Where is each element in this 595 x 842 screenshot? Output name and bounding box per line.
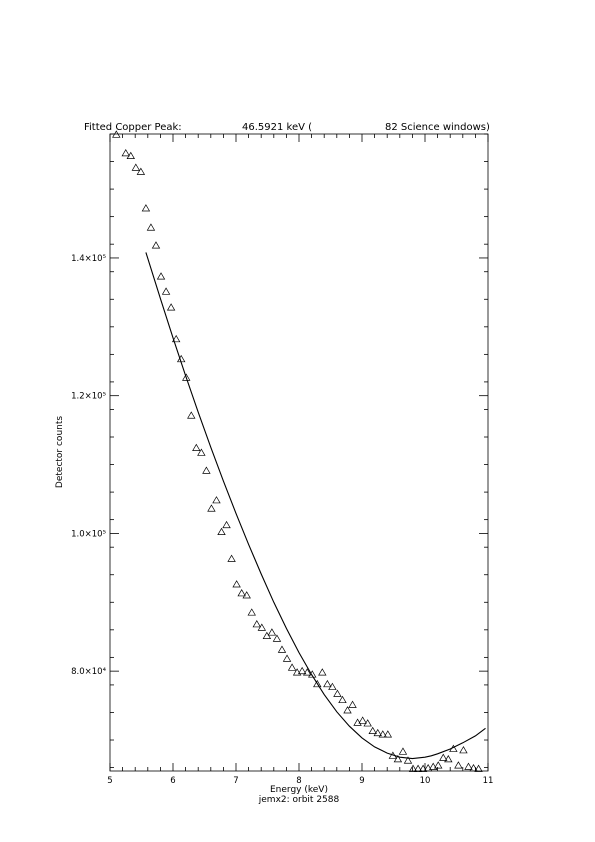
data-point [393,754,403,763]
data-point [282,654,292,662]
data-point [434,761,443,769]
chart-title-windows: 82 Science windows) [385,122,490,133]
data-point [242,591,251,599]
data-point [297,666,307,675]
data-point [323,679,332,688]
data-point [328,682,337,690]
data-point [343,706,352,714]
data-point [247,608,256,616]
data-point [272,634,282,642]
data-point [136,167,146,175]
y-tick-label: 1.4×10⁵ [71,254,106,264]
data-point [112,130,121,138]
x-tick-label: 7 [233,776,238,786]
data-point [459,746,468,754]
data-point [378,730,387,738]
data-point [207,504,216,512]
data-point [418,764,428,772]
data-point [444,754,453,763]
data-point [126,151,135,159]
data-point [146,223,156,231]
data-point [302,668,312,676]
x-tick-label: 10 [420,776,431,786]
data-point [428,762,438,770]
axis-ticks: 5 6 7 8 9 10 11 8.0×10⁴ 1.0×10⁵ 1.2×10⁵ 1.4×10⁵ [71,133,494,786]
data-point [232,580,241,588]
x-tick-label: 8 [296,776,301,786]
data-point [423,763,433,772]
data-point [348,700,357,708]
data-point [267,628,277,636]
data-point [187,411,196,419]
data-point [398,747,408,755]
data-point [197,448,206,456]
data-point [161,287,171,295]
data-point [222,520,231,529]
data-point [292,668,302,676]
data-point [413,764,423,772]
data-point [464,762,473,770]
data-point [373,728,382,737]
data-point [252,620,261,628]
chart-title-value: 46.5921 keV ( [242,122,312,133]
y-tick-label: 8.0×10⁴ [71,667,106,677]
data-point [474,764,483,772]
data-point [141,204,151,212]
data-point [333,689,342,697]
x-tick-label: 5 [107,776,112,786]
data-point [287,663,297,671]
chart-title-label: Fitted Copper Peak: [84,122,182,133]
data-point [313,679,322,688]
x-tick-label: 6 [170,776,175,786]
y-axis-label: Detector counts [55,416,65,488]
data-point [469,763,478,772]
data-point [227,554,236,562]
data-point [202,466,211,474]
data-point [166,303,176,311]
data-point [363,719,372,727]
data-point [121,148,130,157]
data-point [368,726,377,735]
data-point [237,589,246,597]
data-markers [112,130,483,772]
data-point [353,718,362,726]
data-point [182,373,191,381]
data-point [156,272,166,280]
data-point [151,241,161,249]
x-tick-label: 11 [483,776,494,786]
x-axis-label: Energy (keV) [270,785,328,795]
x-tick-label: 9 [359,776,364,786]
data-point [358,716,367,724]
data-point [338,695,347,704]
data-point [192,443,201,451]
data-point [217,527,226,535]
data-point [277,645,287,653]
chart-subtitle: jemx2: orbit 2588 [258,795,340,805]
data-point [439,753,448,761]
data-point [318,668,327,676]
y-tick-label: 1.0×10⁵ [71,529,106,539]
data-point [403,756,413,764]
data-point [131,163,141,171]
y-tick-label: 1.2×10⁵ [71,392,106,402]
data-point [408,764,418,772]
data-point [212,496,221,504]
data-point [257,623,267,631]
data-point [308,670,317,678]
data-point [383,730,393,738]
data-point [171,334,181,343]
data-point [454,761,463,769]
fit-curve [145,252,486,760]
